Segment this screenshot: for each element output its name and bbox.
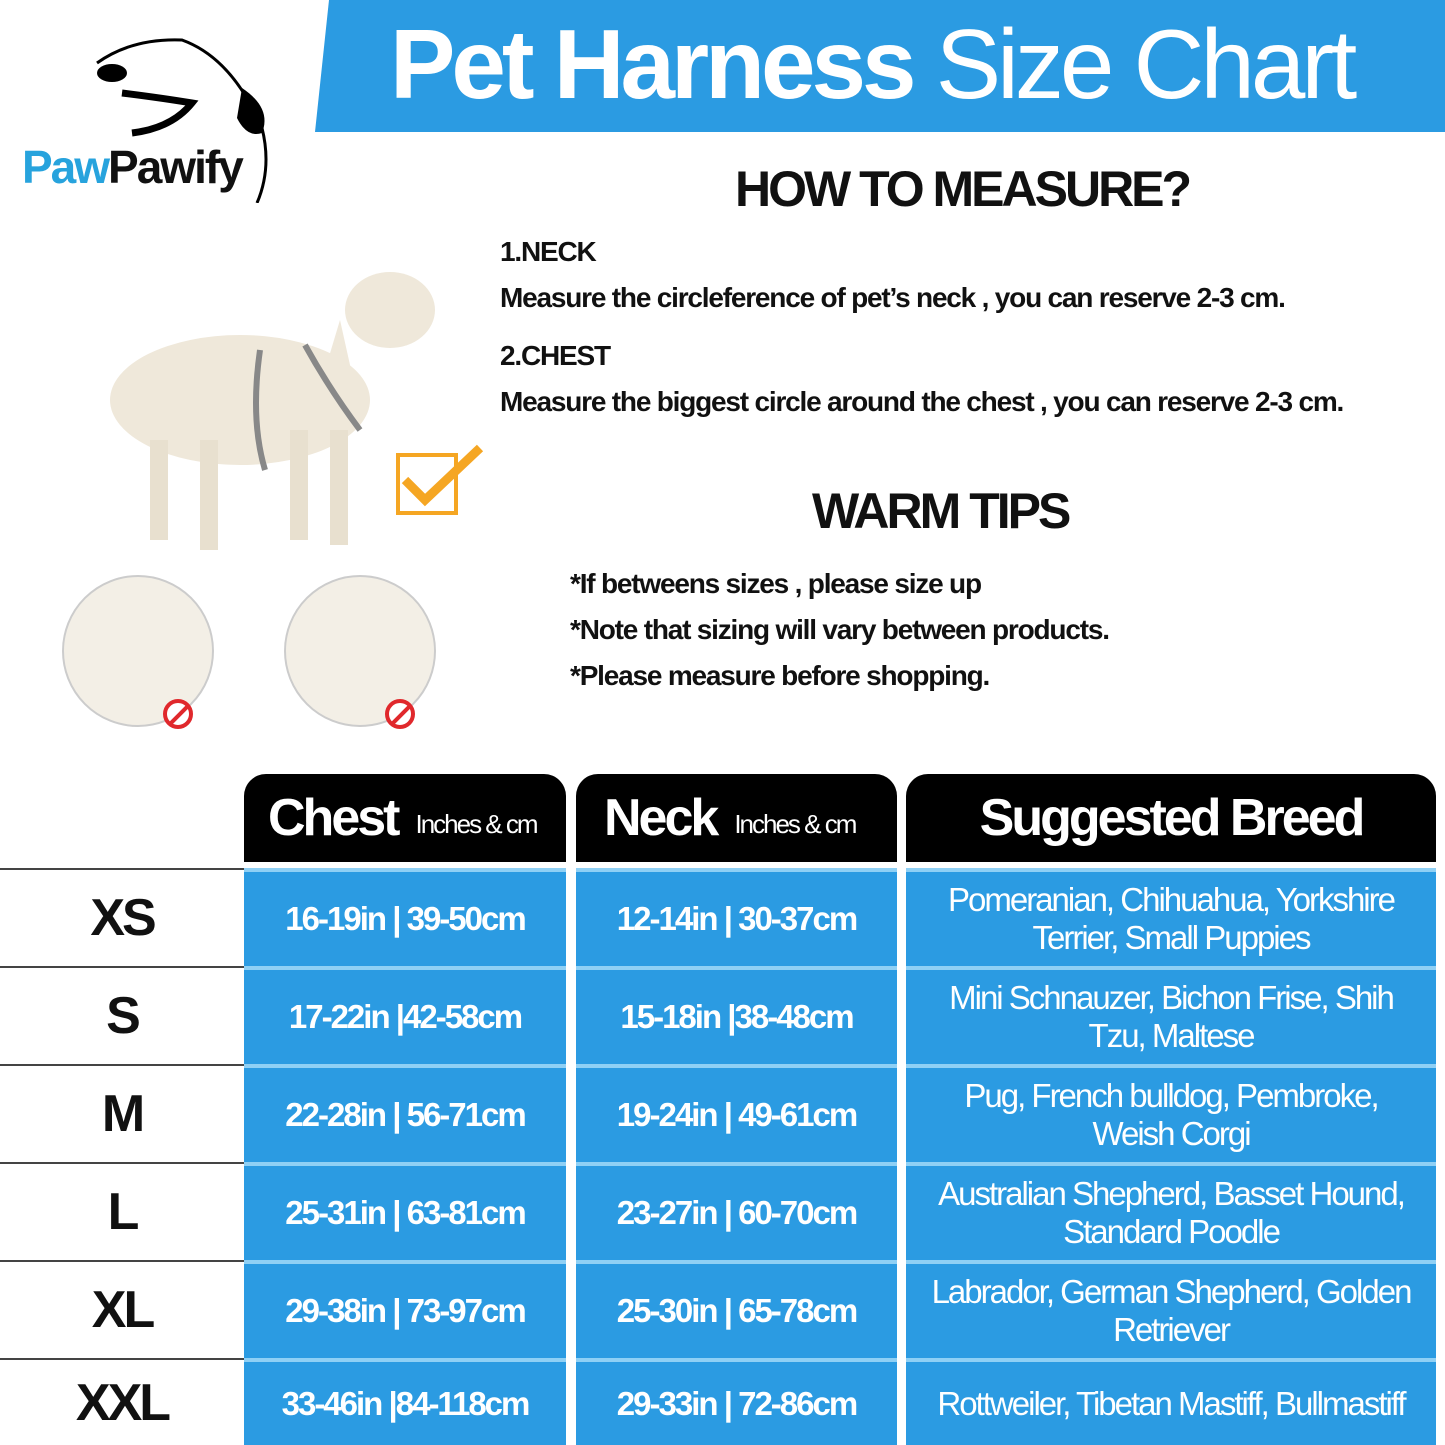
breed-cell: Labrador, German Shepherd, Golden Retrie… bbox=[906, 1260, 1436, 1358]
neck-instruction: Measure the circleference of pet’s neck … bbox=[500, 282, 1286, 313]
tip-item: *Please measure before shopping. bbox=[570, 660, 990, 691]
warm-tips-heading: WARM TIPS bbox=[812, 483, 1071, 539]
size-label: S bbox=[0, 966, 244, 1064]
chest-label: 2.CHEST bbox=[500, 340, 611, 371]
size-label: XL bbox=[0, 1260, 244, 1358]
chest-size-cell: 17-22in |42-58cm bbox=[244, 966, 566, 1064]
neck-column-header: Neck Inches & cm bbox=[576, 774, 897, 862]
brand-logo: PawPawify bbox=[22, 141, 244, 193]
neck-size-cell: 12-14in | 30-37cm bbox=[576, 868, 897, 966]
tip-item: *If betweens sizes , please size up bbox=[570, 568, 982, 599]
breed-cell: Pug, French bulldog, Pembroke, Weish Cor… bbox=[906, 1064, 1436, 1162]
dog-head-logo-icon bbox=[96, 38, 268, 203]
neck-label: 1.NECK bbox=[500, 236, 597, 267]
neck-size-cell: 25-30in | 65-78cm bbox=[576, 1260, 897, 1358]
how-to-measure-heading: HOW TO MEASURE? bbox=[735, 161, 1192, 217]
prohibited-icon bbox=[163, 699, 193, 729]
chest-size-cell: 29-38in | 73-97cm bbox=[244, 1260, 566, 1358]
tip-item: *Note that sizing will vary between prod… bbox=[570, 614, 1110, 645]
size-label: L bbox=[0, 1162, 244, 1260]
chest-instruction: Measure the biggest circle around the ch… bbox=[500, 386, 1344, 417]
page-title: Pet Harness Size Chart bbox=[390, 9, 1357, 119]
checkmark-box-icon bbox=[396, 453, 458, 515]
neck-size-cell: 15-18in |38-48cm bbox=[576, 966, 897, 1064]
neck-size-cell: 19-24in | 49-61cm bbox=[576, 1064, 897, 1162]
prohibited-icon bbox=[385, 699, 415, 729]
neck-size-cell: 23-27in | 60-70cm bbox=[576, 1162, 897, 1260]
breed-cell: Rottweiler, Tibetan Mastiff, Bullmastiff bbox=[906, 1358, 1436, 1445]
chest-size-cell: 22-28in | 56-71cm bbox=[244, 1064, 566, 1162]
chest-column-header: Chest Inches & cm bbox=[244, 774, 566, 862]
chest-size-cell: 16-19in | 39-50cm bbox=[244, 868, 566, 966]
dog-measurement-illustration bbox=[110, 272, 484, 550]
breed-cell: Mini Schnauzer, Bichon Frise, Shih Tzu, … bbox=[906, 966, 1436, 1064]
wrong-chest-measure-image bbox=[284, 575, 436, 727]
size-label: M bbox=[0, 1064, 244, 1162]
neck-size-cell: 29-33in | 72-86cm bbox=[576, 1358, 897, 1445]
breed-cell: Pomeranian, Chihuahua, Yorkshire Terrier… bbox=[906, 868, 1436, 966]
chest-size-cell: 33-46in |84-118cm bbox=[244, 1358, 566, 1445]
breed-column-header: Suggested Breed bbox=[906, 774, 1436, 862]
breed-cell: Australian Shepherd, Basset Hound, Stand… bbox=[906, 1162, 1436, 1260]
wrong-neck-measure-image bbox=[62, 575, 214, 727]
title-banner bbox=[315, 0, 1445, 132]
size-label: XXL bbox=[0, 1358, 244, 1445]
chest-size-cell: 25-31in | 63-81cm bbox=[244, 1162, 566, 1260]
size-label: XS bbox=[0, 868, 244, 966]
